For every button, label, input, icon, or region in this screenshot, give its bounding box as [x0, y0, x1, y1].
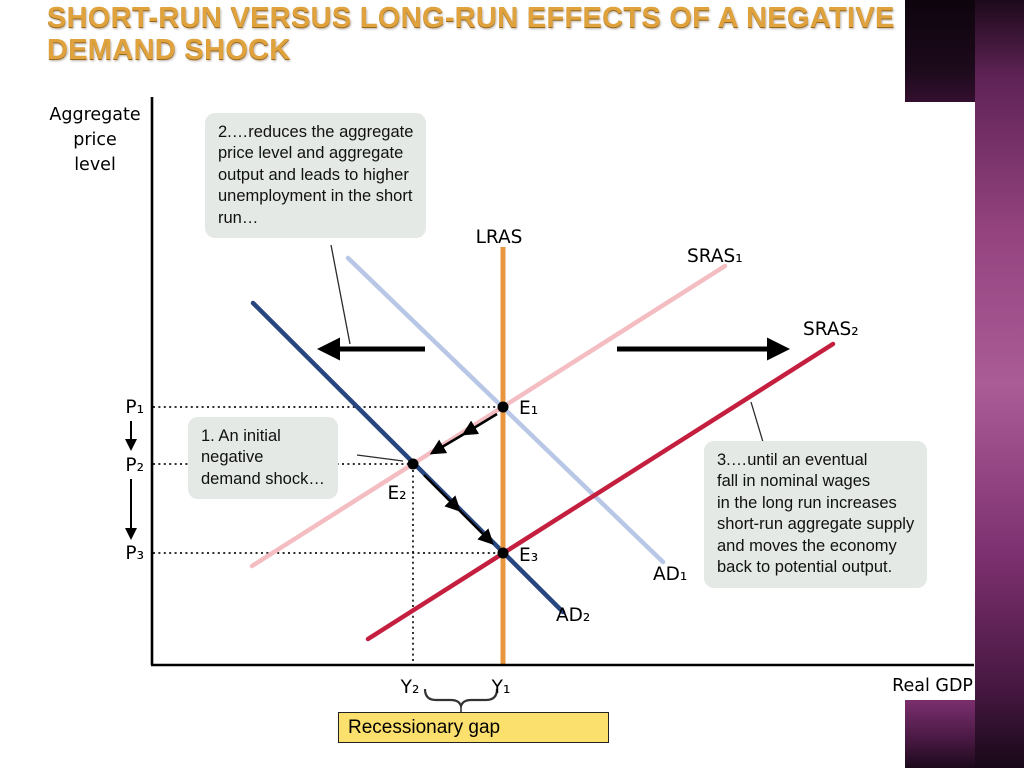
y2-label: Y₂ — [400, 677, 420, 698]
ad2-label: AD₂ — [556, 605, 590, 626]
callout3-connector — [750, 401, 764, 443]
y-axis-label-line1: Aggregate — [49, 105, 140, 125]
callout-1-initial-shock: 1. An initial negative demand shock… — [188, 417, 338, 500]
callout-2-short-run-effects: 2.…reduces the aggregate price level and… — [205, 113, 427, 239]
ad2-curve — [250, 300, 566, 615]
diagram-labels: Aggregate price level Real GDP LRAS SRAS… — [49, 105, 973, 698]
e1-label: E₁ — [519, 398, 538, 419]
y-axis-label-line2: price — [73, 130, 117, 150]
e2-label: E₂ — [387, 483, 406, 504]
right-band-dark-top — [905, 0, 975, 102]
move-e1-to-e2-arrow — [429, 412, 498, 455]
move-e2-to-e3-arrow — [423, 474, 494, 545]
y-axis-label-line3: level — [74, 155, 116, 175]
sras2-curve — [365, 341, 836, 642]
sras2-label: SRAS₂ — [803, 319, 859, 340]
callout1-connector — [356, 454, 404, 462]
e2-point — [407, 458, 419, 470]
right-decoration-band — [975, 0, 1024, 768]
callout-3-long-run-adjustment: 3.…until an eventual fall in nominal wag… — [704, 441, 928, 588]
title-line-1: SHORT-RUN VERSUS LONG-RUN EFFECTS OF A N… — [47, 2, 895, 34]
lras-label: LRAS — [476, 227, 523, 248]
title-line-2: DEMAND SHOCK — [47, 34, 291, 67]
callout2-connector — [330, 244, 351, 345]
slide-title: SHORT-RUN VERSUS LONG-RUN EFFECTS OF A N… — [47, 2, 895, 67]
gap-brace — [423, 688, 499, 710]
e3-label: E₃ — [519, 545, 538, 566]
p3-label: P₃ — [125, 543, 144, 564]
e1-point — [497, 401, 509, 413]
sras1-label: SRAS₁ — [687, 246, 743, 267]
e3-point — [497, 547, 509, 559]
x-axis-label: Real GDP — [892, 676, 973, 696]
guide-lines — [153, 406, 497, 663]
p1-label: P₁ — [125, 397, 144, 418]
p2-label: P₂ — [125, 455, 144, 476]
y1-label: Y₁ — [491, 677, 511, 698]
recessionary-gap-label: Recessionary gap — [338, 712, 609, 743]
ad1-label: AD₁ — [653, 564, 687, 585]
sras1-curve — [249, 263, 728, 569]
right-band-dark-bottom — [905, 700, 975, 768]
